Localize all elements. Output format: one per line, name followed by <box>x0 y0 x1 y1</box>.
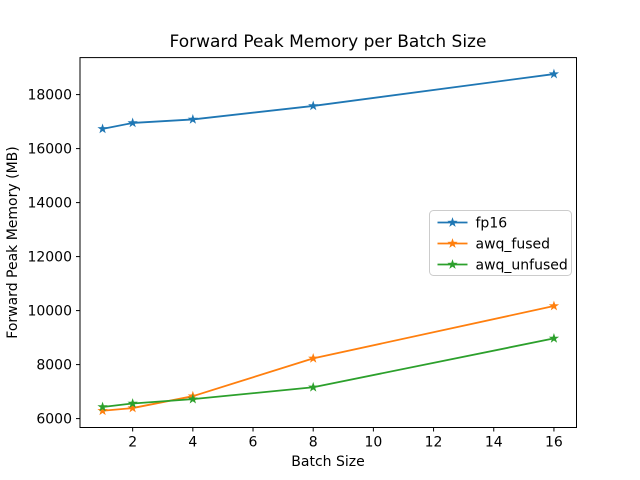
legend-entry-fp16: fp16 <box>437 216 508 232</box>
legend-entry-awq_fused: awq_fused <box>437 237 551 253</box>
data-point-awq_fused <box>308 352 319 363</box>
plot-area: 2 4 6 8 10 12 14 16 6000 8000 10000 12000 14000 16000… <box>27 57 577 451</box>
legend-box <box>429 210 572 276</box>
data-point-awq_unfused <box>97 401 108 412</box>
x-tick-label: 8 <box>309 435 318 451</box>
y-tick-label: 10000 <box>27 304 72 320</box>
chart-title: Forward Peak Memory per Batch Size <box>170 32 487 52</box>
legend-label: awq_unfused <box>476 258 568 274</box>
data-point-awq_unfused <box>308 381 319 392</box>
data-point-awq_unfused <box>127 398 138 408</box>
y-tick-label: 16000 <box>27 142 72 158</box>
x-tick-label: 4 <box>188 435 197 451</box>
series-line-fp16 <box>102 73 555 130</box>
legend-label: fp16 <box>476 216 508 232</box>
series-layer <box>97 68 560 416</box>
legend: fp16 awq_fused awq_unfused <box>429 210 572 276</box>
data-point-fp16 <box>187 114 198 124</box>
x-tick-label: 16 <box>545 435 563 451</box>
data-point-fp16 <box>548 68 560 79</box>
y-axis-label: Forward Peak Memory (MB) <box>5 146 21 338</box>
series-line-awq_fused <box>102 305 555 412</box>
legend-marker-star <box>447 259 458 269</box>
data-point-fp16 <box>127 117 138 128</box>
x-tick-label: 12 <box>425 435 443 451</box>
axes-spines <box>79 57 577 428</box>
legend-marker-star <box>447 238 458 248</box>
y-tick-label: 18000 <box>27 88 72 104</box>
data-point-awq_unfused <box>187 393 198 404</box>
data-point-fp16 <box>97 123 108 134</box>
data-point-awq_fused <box>97 405 108 416</box>
x-axis-label: Batch Size <box>291 454 364 470</box>
y-tick-label: 12000 <box>27 250 72 266</box>
x-tick-label: 6 <box>249 435 258 451</box>
data-point-awq_fused <box>548 300 560 311</box>
legend-entry-awq_unfused: awq_unfused <box>437 258 568 274</box>
y-tick-label: 14000 <box>27 196 72 212</box>
legend-label: awq_fused <box>476 237 551 253</box>
data-point-fp16 <box>308 100 319 111</box>
series-line-awq_unfused <box>102 337 555 408</box>
x-tick-label: 10 <box>364 435 382 451</box>
data-point-awq_fused <box>127 402 138 413</box>
data-point-awq_unfused <box>548 333 560 343</box>
x-tick-label: 2 <box>128 435 137 451</box>
x-tick-label: 14 <box>485 435 503 451</box>
y-tick-label: 8000 <box>36 358 72 374</box>
y-tick-label: 6000 <box>36 412 72 428</box>
legend-marker-star <box>447 217 458 227</box>
